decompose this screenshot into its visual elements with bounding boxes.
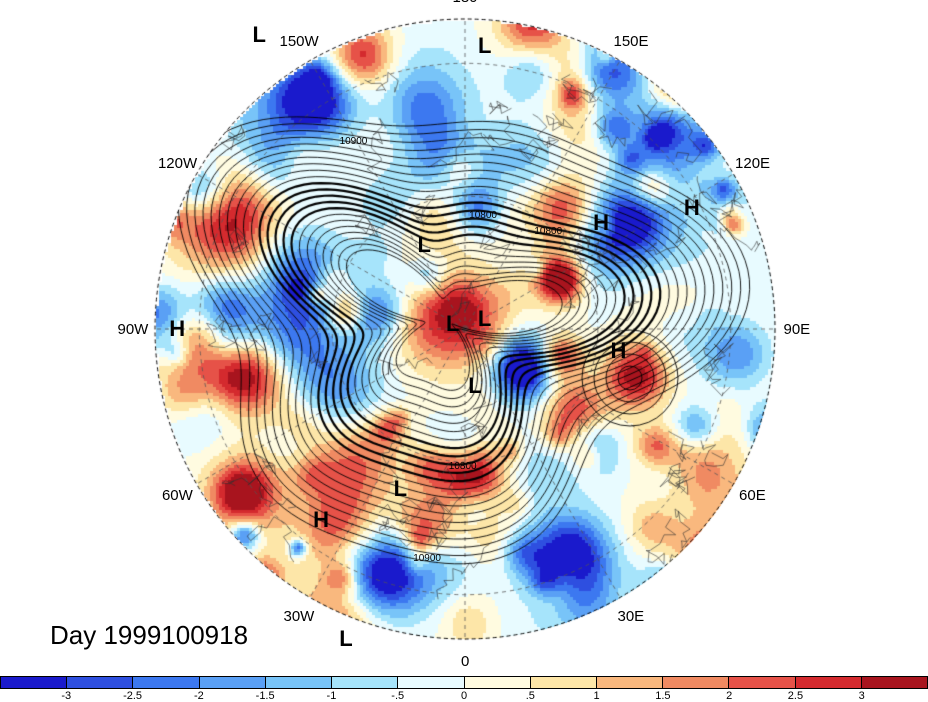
- low-pressure-marker: L: [393, 476, 408, 502]
- longitude-label: 150E: [613, 32, 649, 50]
- low-pressure-marker: L: [446, 310, 460, 336]
- colorbar-segment: [133, 677, 200, 688]
- longitude-label: 150W: [279, 32, 319, 50]
- plot-title: Day 1999100918: [50, 620, 249, 650]
- colorbar-tick: 2.5: [787, 690, 804, 702]
- colorbar-tick: .5: [525, 690, 535, 702]
- longitude-label: 60E: [739, 486, 766, 504]
- longitude-label: 90E: [783, 320, 811, 338]
- longitude-label: 60W: [161, 486, 193, 504]
- colorbar-tick: 1: [593, 690, 600, 702]
- longitude-label: 0: [461, 652, 470, 670]
- high-pressure-marker: H: [610, 337, 627, 363]
- low-pressure-marker: L: [339, 626, 353, 652]
- colorbar-tick: -2: [193, 690, 204, 702]
- colorbar-segment: [398, 677, 465, 688]
- high-pressure-marker: H: [593, 209, 610, 235]
- longitude-label: 30W: [283, 608, 315, 626]
- low-pressure-marker: L: [477, 305, 492, 331]
- contour-label: 10900: [339, 135, 368, 147]
- colorbar: [0, 676, 928, 689]
- colorbar-tick: 0: [460, 690, 468, 702]
- low-pressure-marker: L: [252, 22, 266, 48]
- colorbar-segment: [265, 677, 333, 688]
- colorbar-segment: [199, 677, 266, 688]
- colorbar-tick: 2: [726, 690, 733, 702]
- high-pressure-marker: H: [169, 316, 186, 341]
- colorbar-segment: [464, 677, 531, 688]
- colorbar-tick: -3: [61, 690, 72, 702]
- contour-label: 10800: [469, 209, 497, 221]
- colorbar-tick: 3: [858, 690, 865, 702]
- contour-label: 10800: [448, 460, 477, 472]
- colorbar-segment: [663, 677, 730, 688]
- colorbar-segment: [729, 677, 796, 688]
- colorbar-tick: -1: [326, 690, 337, 702]
- colorbar-segment: [861, 677, 928, 688]
- colorbar-segment: [596, 677, 664, 688]
- colorbar-tick: 1.5: [655, 690, 671, 702]
- colorbar-segment: [332, 677, 399, 688]
- longitude-label: 120W: [157, 154, 198, 172]
- longitude-label: 30E: [617, 608, 645, 626]
- colorbar-segment: [530, 677, 597, 688]
- colorbar-tick: -2.5: [123, 690, 143, 702]
- colorbar-tick: -1.5: [255, 690, 275, 702]
- longitude-label: 90W: [117, 320, 149, 338]
- longitude-label: 120E: [735, 154, 771, 172]
- colorbar-segment: [795, 677, 862, 688]
- low-pressure-marker: L: [417, 232, 431, 258]
- longitude-label: 180: [453, 0, 478, 6]
- high-pressure-marker: H: [313, 506, 330, 532]
- contour-label: 10800: [534, 226, 563, 238]
- colorbar-segment: [1, 677, 68, 688]
- low-pressure-marker: L: [468, 372, 482, 398]
- contour-label: 10900: [413, 553, 441, 565]
- polar-stereographic-map: [0, 0, 928, 670]
- low-pressure-marker: L: [478, 33, 492, 59]
- colorbar-tick-labels: -3 -2.5 -2 -1.5 -1 -.5 0 .5 1 1.5 2 2.5 3: [0, 690, 928, 702]
- colorbar-tick: -.5: [391, 690, 405, 702]
- colorbar-segment: [67, 677, 134, 688]
- high-pressure-marker: H: [683, 195, 700, 221]
